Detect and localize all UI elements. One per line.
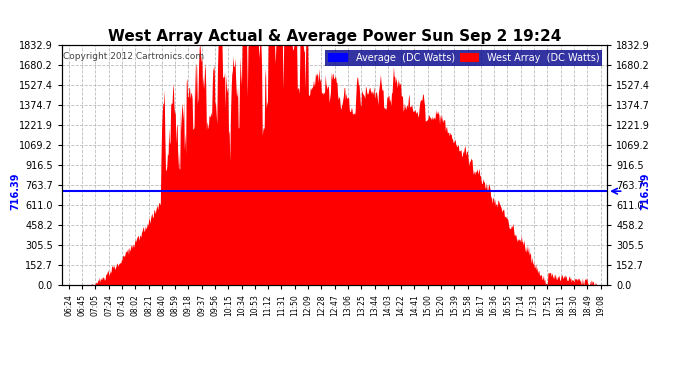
Text: Copyright 2012 Cartronics.com: Copyright 2012 Cartronics.com xyxy=(63,52,204,61)
Title: West Array Actual & Average Power Sun Sep 2 19:24: West Array Actual & Average Power Sun Se… xyxy=(108,29,562,44)
Legend: Average  (DC Watts), West Array  (DC Watts): Average (DC Watts), West Array (DC Watts… xyxy=(326,50,602,66)
Text: 716.39: 716.39 xyxy=(640,172,651,210)
Text: 716.39: 716.39 xyxy=(11,172,21,210)
